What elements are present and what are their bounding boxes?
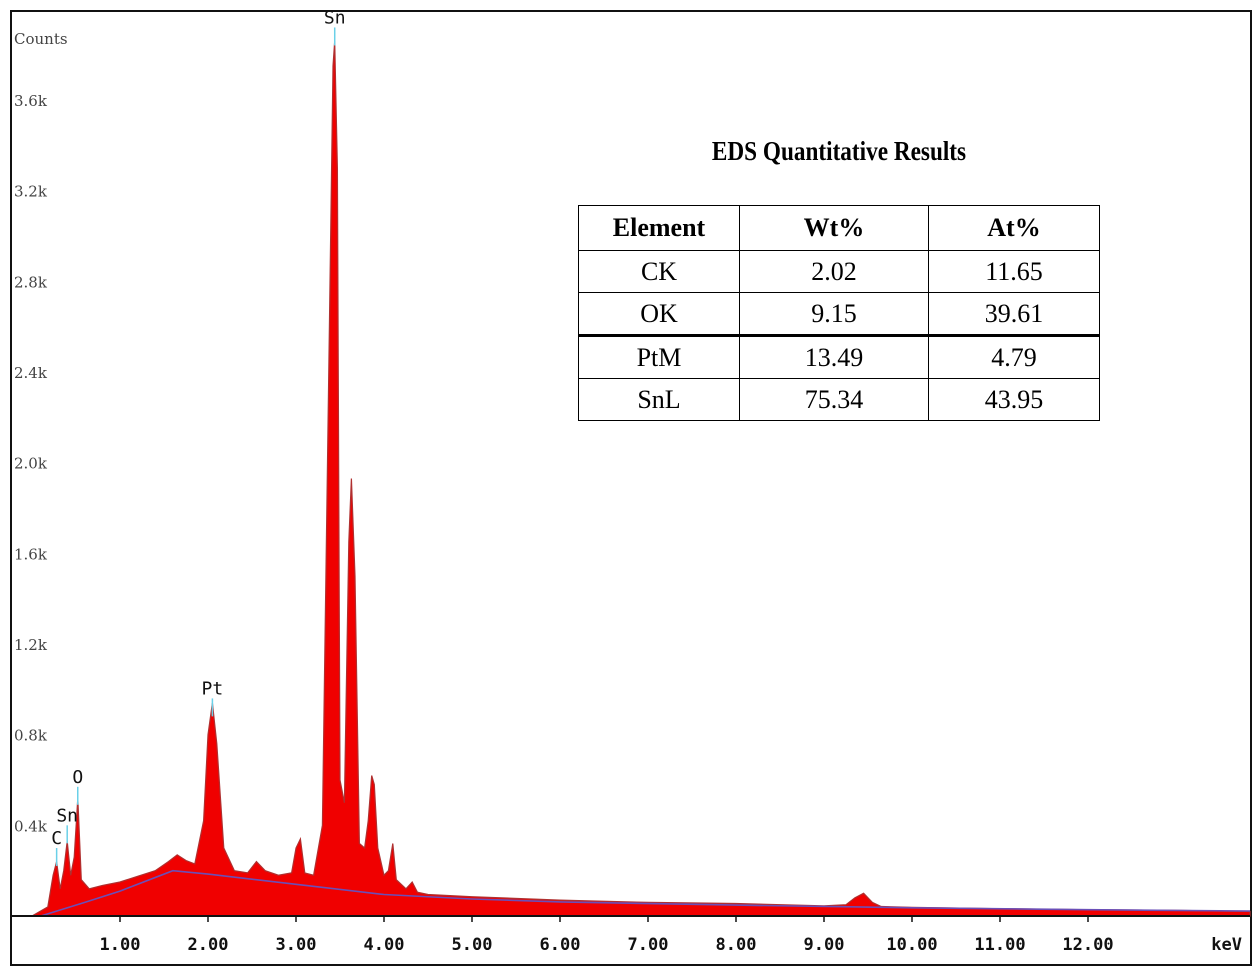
y-tick-label: 3.2k	[14, 183, 48, 201]
x-tick-label: 3.00	[276, 935, 317, 955]
table-row: SnL 75.34 43.95	[578, 378, 1100, 421]
peak-label: C	[51, 828, 62, 849]
cell-at: 4.79	[928, 334, 1100, 379]
x-tick-label: 2.00	[188, 935, 229, 955]
cell-at: 39.61	[928, 292, 1100, 336]
cell-wt: 75.34	[739, 378, 929, 421]
x-tick-label: 9.00	[804, 935, 845, 955]
eds-results-table: Element Wt% At% CK 2.02 11.65 OK 9.15 39…	[578, 205, 1100, 421]
x-tick-label: 4.00	[364, 935, 405, 955]
x-tick-label: 5.00	[452, 935, 493, 955]
peak-label: Pt	[202, 678, 224, 699]
x-tick-label: 7.00	[628, 935, 669, 955]
x-axis-label: keV	[1211, 935, 1242, 955]
peak-label: Sn	[324, 7, 346, 28]
table-row: CK 2.02 11.65	[578, 250, 1100, 293]
header-element: Element	[578, 205, 740, 251]
y-tick-label: 1.2k	[14, 636, 48, 654]
background-line	[40, 869, 1251, 917]
cell-at: 11.65	[928, 250, 1100, 293]
x-tick-label: 8.00	[716, 935, 757, 955]
y-tick-label: 0.8k	[14, 727, 48, 745]
cell-wt: 2.02	[739, 250, 929, 293]
x-tick-label: 6.00	[540, 935, 581, 955]
y-tick-label: 1.6k	[14, 545, 48, 563]
spectrum-area	[29, 41, 1251, 917]
cell-element: CK	[578, 250, 740, 293]
y-tick-label: 2.0k	[14, 455, 48, 473]
table-row: OK 9.15 39.61	[578, 292, 1100, 336]
cell-element: SnL	[578, 378, 740, 421]
y-tick-label: 3.6k	[14, 92, 48, 110]
x-tick-label: 11.00	[974, 935, 1025, 955]
x-tick-label: 1.00	[100, 935, 141, 955]
table-title: EDS Quantitative Results	[711, 136, 967, 166]
x-tick-label: 12.00	[1062, 935, 1113, 955]
peak-label: Sn	[56, 805, 78, 826]
chart-frame	[10, 10, 1252, 966]
y-axis-label: Counts	[14, 30, 68, 48]
peak-label: O	[72, 767, 83, 788]
y-tick-label: 2.8k	[14, 273, 48, 291]
y-tick-label: 2.4k	[14, 364, 48, 382]
cell-element: PtM	[578, 334, 740, 379]
y-tick-label: 0.4k	[14, 817, 48, 835]
table-row: PtM 13.49 4.79	[578, 334, 1100, 379]
x-tick-label: 10.00	[886, 935, 937, 955]
table-header-row: Element Wt% At%	[578, 205, 1100, 251]
cell-element: OK	[578, 292, 740, 336]
cell-wt: 9.15	[739, 292, 929, 336]
header-wt: Wt%	[739, 205, 929, 251]
cell-at: 43.95	[928, 378, 1100, 421]
header-at: At%	[928, 205, 1100, 251]
cell-wt: 13.49	[739, 334, 929, 379]
